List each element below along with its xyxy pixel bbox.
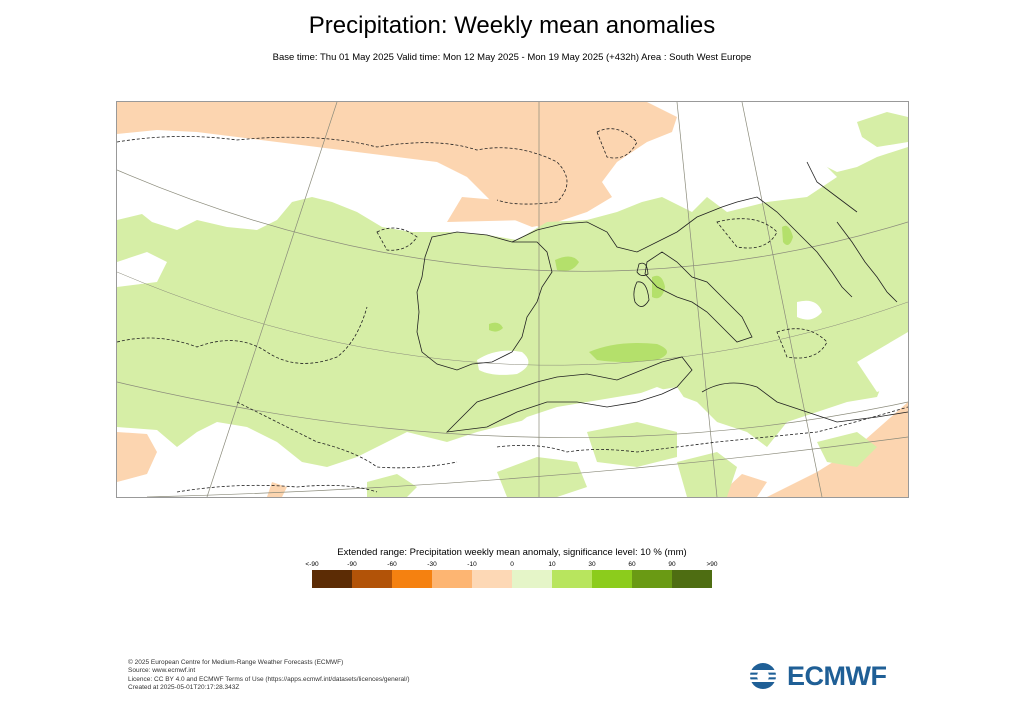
legend-color-swatch bbox=[552, 570, 592, 588]
legend-color-swatch bbox=[352, 570, 392, 588]
footer-line: © 2025 European Centre for Medium-Range … bbox=[128, 659, 344, 666]
legend-tick-label: 0 bbox=[510, 561, 514, 568]
legend-color-swatch bbox=[592, 570, 632, 588]
positive-anomaly-areas bbox=[117, 112, 908, 497]
chart-subtitle: Base time: Thu 01 May 2025 Valid time: M… bbox=[272, 52, 752, 63]
legend-color-swatch bbox=[632, 570, 672, 588]
legend-color-swatch bbox=[312, 570, 352, 588]
map-svg bbox=[117, 102, 908, 497]
legend-tick-label: 10 bbox=[548, 561, 556, 568]
negative-anomaly-areas bbox=[117, 102, 908, 497]
legend-colorbar bbox=[312, 570, 712, 588]
legend-ticks: <-90 -90 -60 -30 -10 0 10 30 60 90 >90 bbox=[305, 561, 717, 571]
legend-tick-label: 60 bbox=[628, 561, 636, 568]
legend-tick-label: -60 bbox=[387, 561, 397, 568]
coastlines bbox=[416, 161, 908, 433]
legend-color-swatch bbox=[472, 570, 512, 588]
footer-line: Created at 2025-05-01T20:17:28.343Z bbox=[128, 684, 240, 692]
legend-tick-label: -90 bbox=[347, 561, 357, 568]
legend-tick-label: 30 bbox=[588, 561, 596, 568]
legend-tick-label: -10 bbox=[467, 561, 477, 568]
strong-positive-areas bbox=[489, 225, 793, 362]
significance-contours bbox=[117, 128, 908, 493]
neutral-areas bbox=[117, 157, 908, 474]
legend-tick-label: -30 bbox=[427, 561, 437, 568]
footer-line: Licence: CC BY 4.0 and ECMWF Terms of Us… bbox=[128, 675, 410, 683]
graticule bbox=[117, 102, 908, 497]
ecmwf-logo-icon bbox=[748, 663, 784, 689]
legend-color-swatch bbox=[432, 570, 472, 588]
chart-title: Precipitation: Weekly mean anomalies bbox=[308, 12, 716, 39]
ecmwf-logo-text: ECMWF bbox=[787, 660, 887, 691]
legend-color-swatch bbox=[392, 570, 432, 588]
legend-tick-label: >90 bbox=[706, 561, 718, 568]
legend-tick-label: 90 bbox=[668, 561, 676, 568]
legend-title: Extended range: Precipitation weekly mea… bbox=[337, 547, 687, 558]
legend-tick-label: <-90 bbox=[305, 561, 319, 568]
legend-color-swatch bbox=[672, 570, 712, 588]
footer-line: Source: www.ecmwf.int bbox=[128, 667, 196, 675]
anomaly-map bbox=[116, 101, 909, 498]
footer-credits: © 2025 European Centre for Medium-Range … bbox=[128, 659, 410, 693]
ecmwf-logo: ECMWF bbox=[748, 660, 887, 691]
legend-color-swatch bbox=[512, 570, 552, 588]
